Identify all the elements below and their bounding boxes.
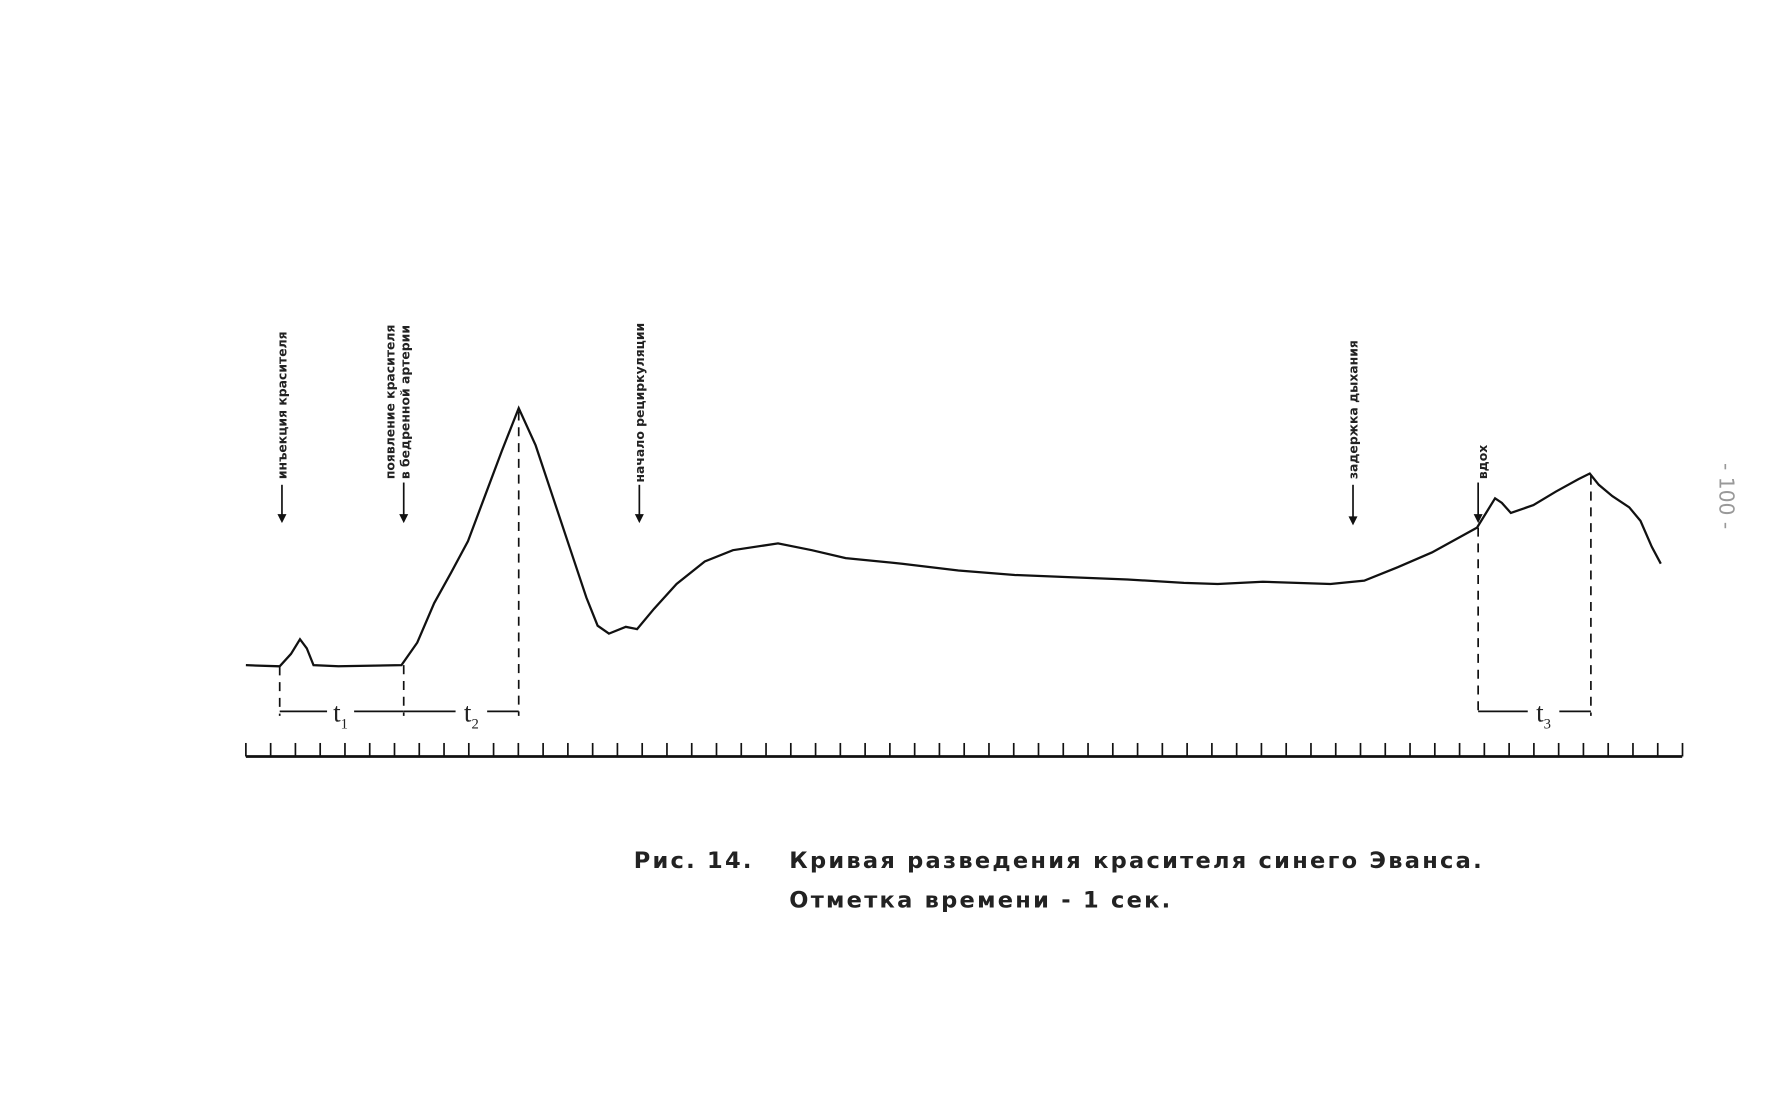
caption-line: Отметка времени - 1 сек.	[789, 888, 1172, 914]
annotation: инъекция красителя	[274, 331, 289, 479]
time-ticks	[245, 742, 1684, 757]
arrowhead	[634, 514, 644, 524]
curve-group	[245, 405, 1684, 758]
page-number: - 100 -	[1714, 463, 1738, 529]
annotation: в бедренной артерии	[397, 325, 412, 479]
dashed-markers	[278, 411, 1592, 716]
caption-label: Рис. 14.	[634, 848, 754, 874]
interval-base: t	[464, 698, 472, 728]
arrowhead	[277, 514, 287, 524]
arrowhead	[1348, 516, 1358, 526]
annotation: начало рециркуляции	[632, 323, 647, 483]
arrowhead	[1473, 514, 1483, 524]
interval-label: t1	[333, 698, 348, 733]
interval-sub: 1	[341, 716, 348, 732]
interval-label: t3	[1536, 698, 1551, 733]
interval-sub: 2	[471, 716, 478, 732]
annotation: появление красителя	[383, 325, 398, 480]
dilution-curve	[245, 405, 1662, 668]
interval-base: t	[1536, 698, 1544, 728]
annotation: вдох	[1475, 445, 1490, 479]
interval-sub: 3	[1544, 716, 1551, 732]
annotation-arrows	[281, 482, 1479, 524]
arrowhead	[399, 514, 409, 524]
interval-base: t	[333, 698, 341, 728]
arrowheads	[277, 514, 1483, 526]
interval-label: t2	[464, 698, 479, 733]
annotation: задержка дыхания	[1346, 340, 1361, 479]
caption-line: Кривая разведения красителя синего Эванс…	[789, 848, 1484, 874]
